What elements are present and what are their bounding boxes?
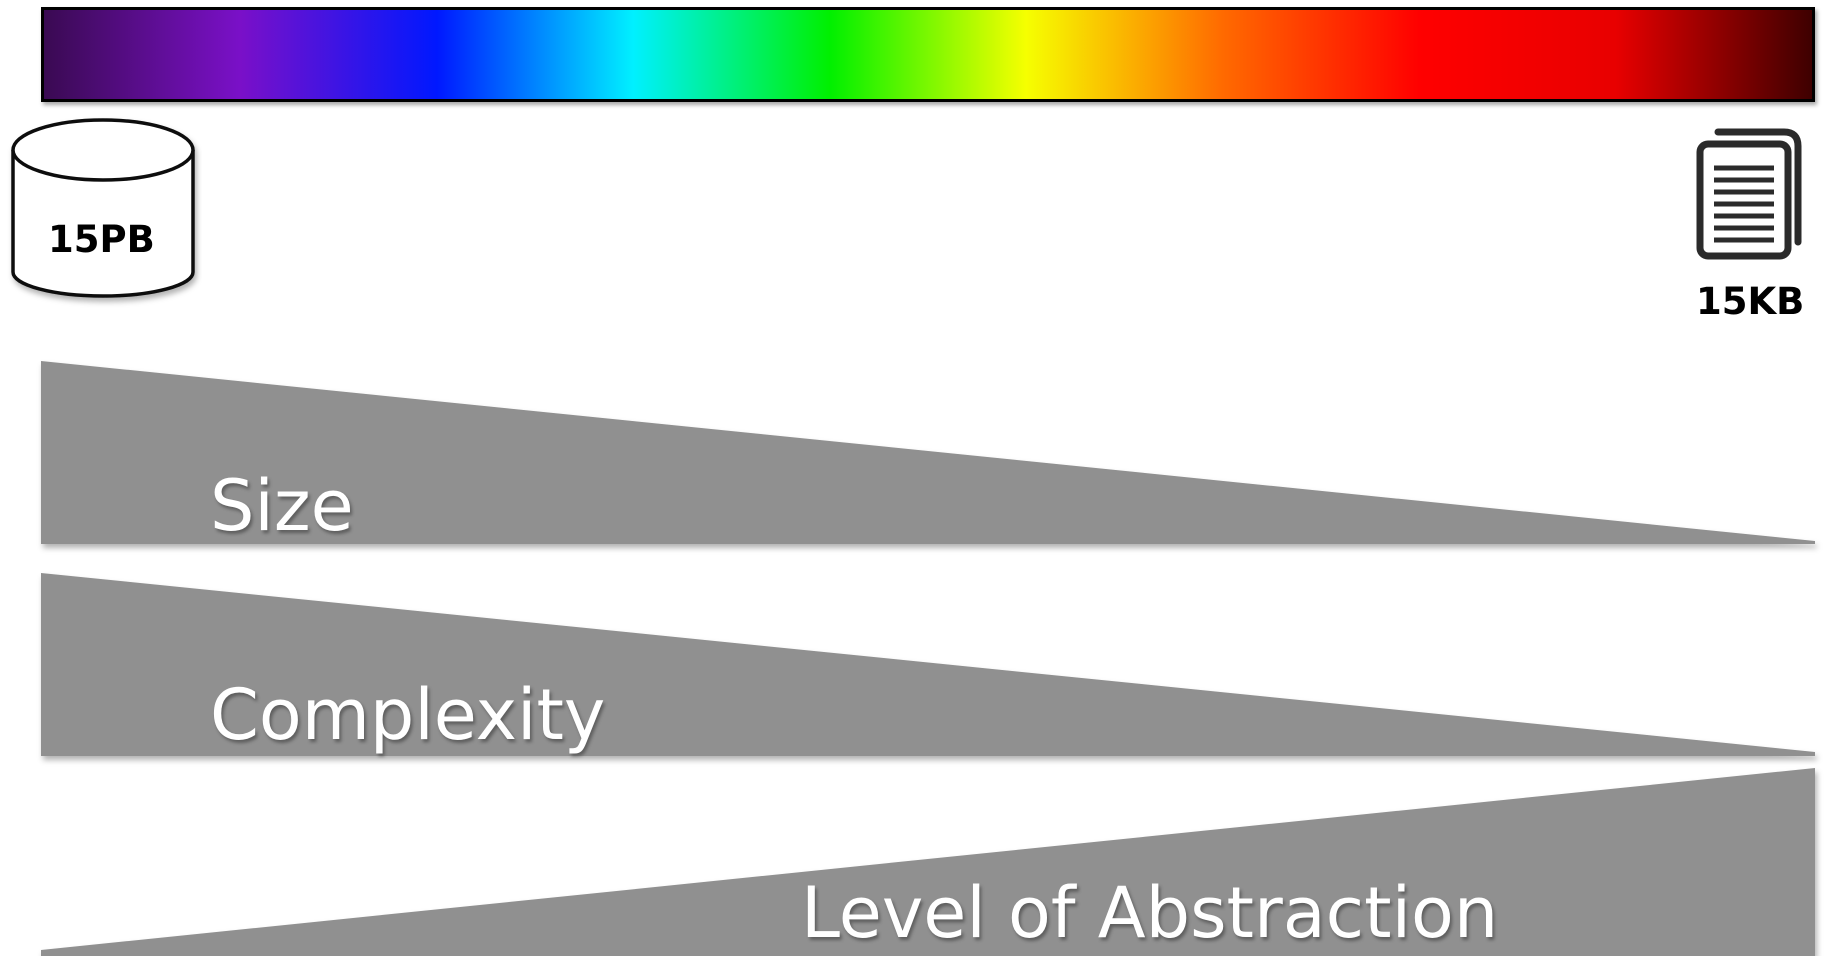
- size-label: Size: [210, 465, 354, 547]
- complexity-label: Complexity: [210, 674, 606, 756]
- storage-small-label: 15KB: [1696, 280, 1805, 323]
- database-cylinder-icon: [11, 118, 195, 298]
- abstraction-wedge: [41, 768, 1815, 956]
- complexity-wedge: [41, 573, 1815, 756]
- size-wedge: [41, 361, 1815, 544]
- document-stack-icon: [1696, 128, 1802, 260]
- color-spectrum-bar: [41, 7, 1815, 102]
- abstraction-label: Level of Abstraction: [801, 872, 1499, 954]
- storage-large-label: 15PB: [48, 218, 155, 261]
